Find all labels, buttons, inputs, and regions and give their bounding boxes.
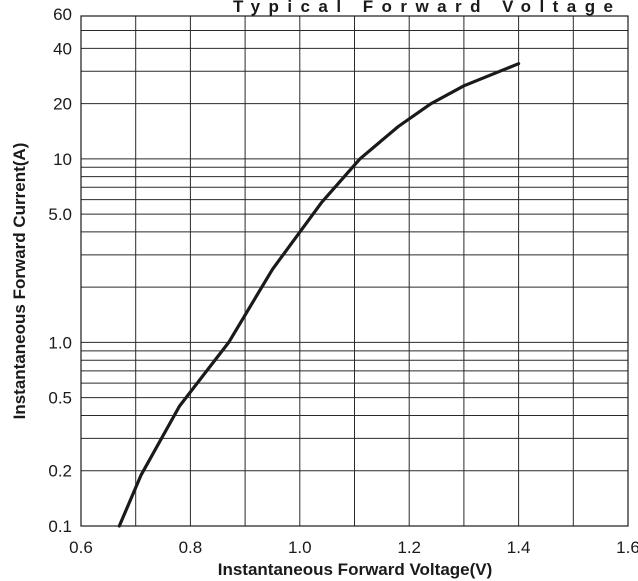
x-tick-label: 0.6 xyxy=(69,538,93,557)
y-tick-label: 0.1 xyxy=(48,517,72,536)
chart-title-fragment: Typical Forward Voltage xyxy=(233,0,613,16)
gridlines xyxy=(80,15,629,527)
y-tick-label: 5.0 xyxy=(48,205,72,224)
y-tick-label: 20 xyxy=(53,95,72,114)
y-tick-label: 40 xyxy=(53,39,72,58)
y-tick-label: 0.5 xyxy=(48,389,72,408)
y-tick-label: 10 xyxy=(53,150,72,169)
x-tick-label: 1.2 xyxy=(397,538,421,557)
x-tick-label: 0.8 xyxy=(179,538,203,557)
x-tick-label: 1.0 xyxy=(288,538,312,557)
y-tick-label: 1.0 xyxy=(48,333,72,352)
y-tick-label: 60 xyxy=(53,5,72,24)
y-tick-label: 0.2 xyxy=(48,462,72,481)
x-tick-labels: 0.6 0.8 1.0 1.2 1.4 1.6 xyxy=(69,538,638,557)
series-layer xyxy=(117,62,521,528)
y-axis-label: Instantaneous Forward Current(A) xyxy=(10,143,29,420)
x-axis-label: Instantaneous Forward Voltage(V) xyxy=(218,560,493,579)
x-tick-label: 1.4 xyxy=(507,538,531,557)
forward-current-curve xyxy=(117,62,521,528)
y-tick-labels: 0.1 0.2 0.5 1.0 5.0 10 20 40 60 xyxy=(48,5,72,536)
x-tick-label: 1.6 xyxy=(616,538,638,557)
plot-frame xyxy=(80,15,629,527)
